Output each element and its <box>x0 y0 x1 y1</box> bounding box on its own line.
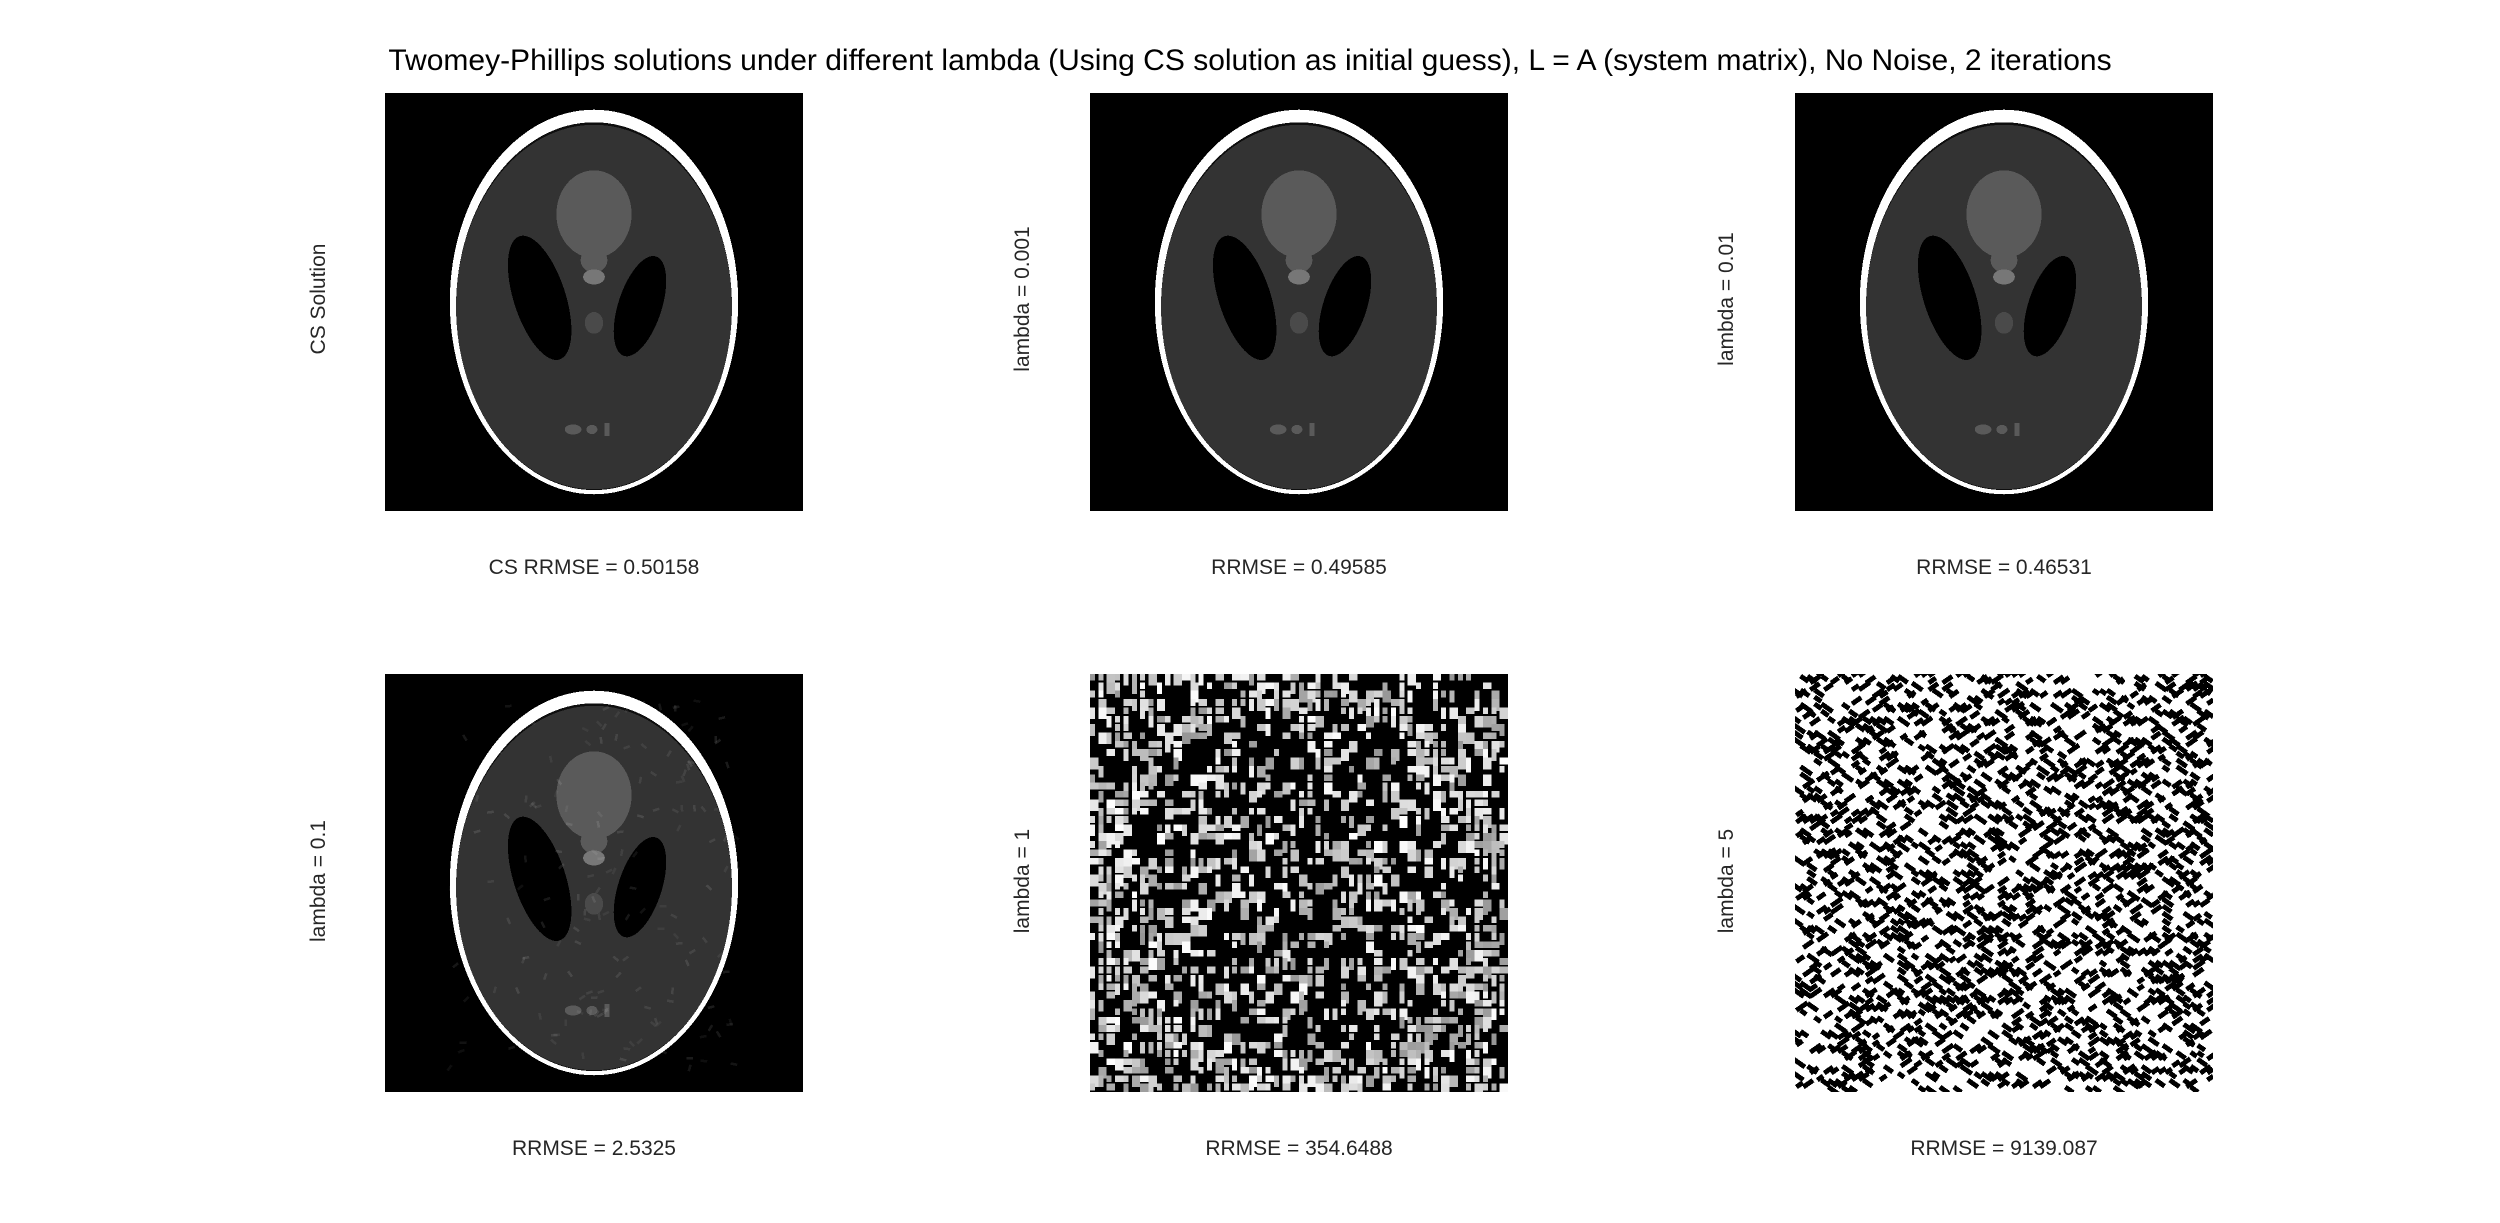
panel-1-xlabel: CS RRMSE = 0.50158 <box>488 556 700 579</box>
panel-5-image <box>1090 674 1508 1092</box>
phantom-drawing <box>1090 674 1508 1092</box>
panel-6-ylabel: lambda = 5 <box>1715 828 1738 934</box>
panel-4-ylabel: lambda = 0.1 <box>307 820 330 943</box>
phantom-drawing <box>385 93 803 511</box>
phantom-drawing <box>1090 93 1508 511</box>
panel-1-ylabel: CS Solution <box>307 243 330 355</box>
panel-3-image <box>1795 93 2213 511</box>
panel-2-ylabel: lambda = 0.001 <box>1011 226 1034 372</box>
phantom-drawing <box>1795 674 2213 1092</box>
panel-3-ylabel: lambda = 0.01 <box>1715 232 1738 366</box>
panel-5-xlabel: RRMSE = 354.6488 <box>1205 1137 1393 1160</box>
panel-2-image <box>1090 93 1508 511</box>
figure-title: Twomey-Phillips solutions under differen… <box>388 44 2112 77</box>
panel-4-xlabel: RRMSE = 2.5325 <box>511 1137 676 1160</box>
panel-5-ylabel: lambda = 1 <box>1011 828 1034 934</box>
panel-4-image <box>385 674 803 1092</box>
panel-6-xlabel: RRMSE = 9139.087 <box>1910 1137 2098 1160</box>
panel-3-xlabel: RRMSE = 0.46531 <box>1916 556 2092 579</box>
phantom-drawing <box>1795 93 2213 511</box>
panel-6-image <box>1795 674 2213 1092</box>
panel-1-image <box>385 93 803 511</box>
panel-2-xlabel: RRMSE = 0.49585 <box>1211 556 1387 579</box>
phantom-drawing <box>385 674 803 1092</box>
